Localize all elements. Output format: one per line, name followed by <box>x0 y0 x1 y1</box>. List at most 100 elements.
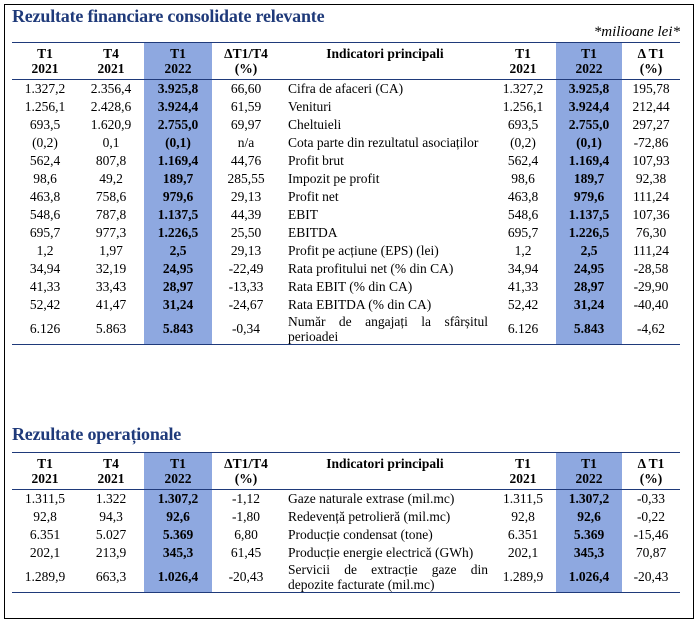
column-header-line1: T1 <box>170 46 186 61</box>
value-cell: 49,2 <box>99 171 123 186</box>
table-row: 562,4 807,8 1.169,4 44,76 Profit brut 562,4 1.… <box>12 152 680 170</box>
value-cell: 92,8 <box>33 509 57 524</box>
value-cell: 28,97 <box>144 278 212 296</box>
table-row: 1.289,9 663,3 1.026,4 -20,43 Servicii de ext… <box>12 562 680 593</box>
column-header-line1: Δ T1 <box>637 46 665 61</box>
value-cell: 562,4 <box>29 153 61 168</box>
financial-section-title: Rezultate financiare consolidate relevan… <box>12 6 325 26</box>
table-header-row: T1 2021 T4 2021 T1 2022 ΔT1/T4 (%) Indicatori pr… <box>12 452 680 490</box>
column-header-line1: Δ T1 <box>637 456 665 471</box>
value-cell: 24,95 <box>144 260 212 278</box>
value-cell: 92,38 <box>635 171 667 186</box>
table-row: 1.311,5 1.322 1.307,2 -1,12 Gaze naturale ex… <box>12 489 680 508</box>
value-cell: -0,34 <box>212 314 280 345</box>
value-cell: 52,42 <box>29 297 61 312</box>
column-header-line2: (%) <box>639 61 663 76</box>
value-cell: 5.027 <box>95 527 127 542</box>
column-header: T1 2022 <box>144 42 212 80</box>
column-header: T1 2022 <box>144 452 212 490</box>
value-cell: 111,24 <box>632 189 670 204</box>
indicator-name-cell: Profit pe acțiune (EPS) (lei) <box>288 243 439 258</box>
value-cell: 977,3 <box>95 225 127 240</box>
value-cell: 31,24 <box>144 296 212 314</box>
value-cell: 1.026,4 <box>144 562 212 593</box>
value-cell: 34,94 <box>507 261 539 276</box>
column-header-line2: 2021 <box>509 471 537 486</box>
value-cell: 189,7 <box>144 170 212 188</box>
operational-results-table: T1 2021 T4 2021 T1 2022 ΔT1/T4 (%) Indicatori pr… <box>12 452 680 593</box>
indicator-name-cell: Producție energie electrică (GWh) <box>288 545 474 560</box>
value-cell: 1,97 <box>99 243 123 258</box>
table-header-row: T1 2021 T4 2021 T1 2022 ΔT1/T4 (%) Indicatori pr… <box>12 42 680 80</box>
value-cell: 98,6 <box>511 171 535 186</box>
value-cell: -15,46 <box>633 527 669 542</box>
value-cell: -0,22 <box>636 509 666 524</box>
value-cell: n/a <box>237 135 255 150</box>
value-cell: 2.428,6 <box>90 99 132 114</box>
value-cell: 213,9 <box>95 545 127 560</box>
column-header-line1: T4 <box>103 456 119 471</box>
value-cell: 24,95 <box>556 260 622 278</box>
column-header-line2: 2022 <box>164 471 192 486</box>
value-cell: 2,5 <box>144 242 212 260</box>
value-cell: 202,1 <box>29 545 61 560</box>
value-cell: 1.256,1 <box>24 99 66 114</box>
indicator-name-cell: Gaze naturale extrase (mil.mc) <box>288 491 455 506</box>
column-header: T1 2021 <box>12 452 78 490</box>
value-cell: (0,1) <box>144 134 212 152</box>
table-row: 1.327,2 2.356,4 3.925,8 66,60 Cifra de aface… <box>12 79 680 98</box>
column-header-line2: 2021 <box>97 471 125 486</box>
value-cell: 61,59 <box>230 99 262 114</box>
value-cell: 1.327,2 <box>24 81 66 96</box>
column-header-line1: Indicatori principali <box>326 456 444 471</box>
value-cell: 44,39 <box>230 207 262 222</box>
operational-section-title: Rezultate operaționale <box>12 424 182 444</box>
value-cell: 663,3 <box>78 562 144 593</box>
value-cell: 5.863 <box>78 314 144 345</box>
value-cell: 1,2 <box>514 243 532 258</box>
table-row: 92,8 94,3 92,6 -1,80 Redevență petrolieră (m… <box>12 508 680 526</box>
column-header-line2: (%) <box>639 471 663 486</box>
column-header: ΔT1/T4 (%) <box>212 452 280 490</box>
value-cell: 1.137,5 <box>556 206 622 224</box>
value-cell: -1,80 <box>231 509 261 524</box>
value-cell: 92,6 <box>144 508 212 526</box>
value-cell: -4,62 <box>622 314 680 345</box>
value-cell: 1.026,4 <box>556 562 622 593</box>
value-cell: 202,1 <box>507 545 539 560</box>
value-cell: 29,13 <box>230 243 262 258</box>
value-cell: 41,33 <box>507 279 539 294</box>
column-header-line1: T4 <box>103 46 119 61</box>
value-cell: 107,36 <box>632 207 670 222</box>
indicator-name-cell: Rata EBITDA (% din CA) <box>288 297 432 312</box>
value-cell: 6.351 <box>29 527 61 542</box>
column-header: Indicatori principali <box>280 452 490 490</box>
column-header-line1: ΔT1/T4 <box>224 456 268 471</box>
value-cell: 6.351 <box>507 527 539 542</box>
column-header-line1: Indicatori principali <box>326 46 444 61</box>
table-row: 202,1 213,9 345,3 61,45 Producție energie el… <box>12 544 680 562</box>
value-cell: 212,44 <box>632 99 670 114</box>
indicator-name-cell: Cheltuieli <box>288 117 342 132</box>
table-row: 1.256,1 2.428,6 3.924,4 61,59 Venituri 1.256,… <box>12 98 680 116</box>
indicator-name-cell: Cifra de afaceri (CA) <box>288 81 404 96</box>
value-cell: 285,55 <box>227 171 265 186</box>
value-cell: 695,7 <box>29 225 61 240</box>
value-cell: -40,40 <box>633 297 669 312</box>
value-cell: 29,13 <box>230 189 262 204</box>
value-cell: 693,5 <box>507 117 539 132</box>
value-cell: (0,2) <box>510 135 536 150</box>
table-row: 34,94 32,19 24,95 -22,49 Rata profitului net… <box>12 260 680 278</box>
value-cell: 41,33 <box>29 279 61 294</box>
column-header: T1 2022 <box>556 452 622 490</box>
value-cell: 787,8 <box>95 207 127 222</box>
column-header-line1: T1 <box>581 456 597 471</box>
value-cell: -1,12 <box>231 491 261 506</box>
value-cell: 1.311,5 <box>25 491 65 506</box>
value-cell: 1.322 <box>95 491 127 506</box>
value-cell: 111,24 <box>632 243 670 258</box>
column-header-line1: T1 <box>515 46 531 61</box>
indicator-name-cell: Profit brut <box>288 153 344 168</box>
value-cell: 76,30 <box>635 225 667 240</box>
column-header-line1: T1 <box>515 456 531 471</box>
